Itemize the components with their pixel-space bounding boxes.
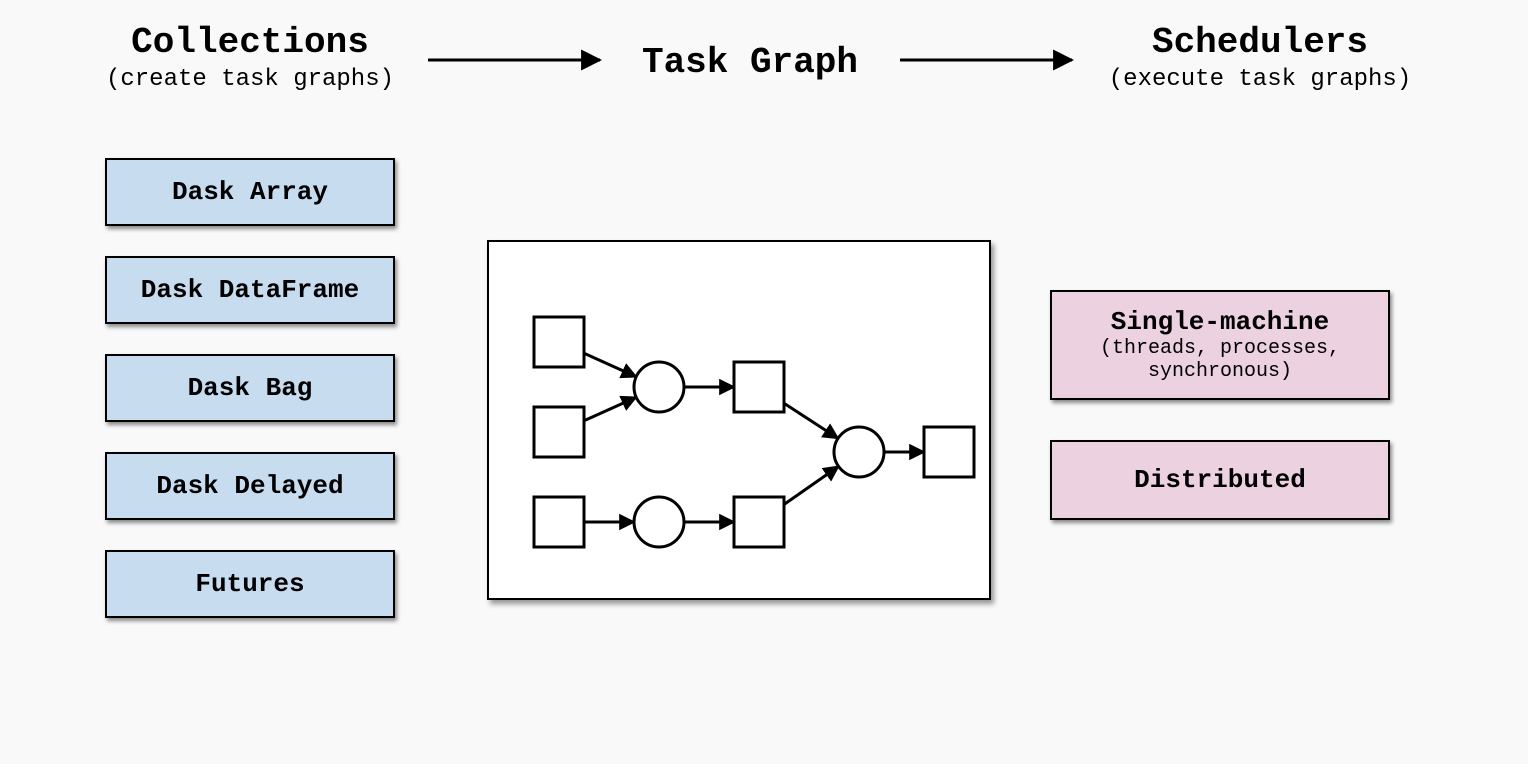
graph-node-square: [924, 427, 974, 477]
collections-box-label: Dask Delayed: [156, 471, 343, 501]
collections-box-label: Dask Array: [172, 177, 328, 207]
collections-box: Dask DataFrame: [105, 256, 395, 324]
scheduler-box-sub: synchronous): [1148, 360, 1292, 383]
task-graph-frame: [487, 240, 991, 600]
graph-edge: [584, 397, 636, 420]
collections-box-label: Dask DataFrame: [141, 275, 359, 305]
header-arrows: [0, 0, 1528, 120]
collections-box: Dask Delayed: [105, 452, 395, 520]
scheduler-box: Single-machine(threads, processes,synchr…: [1050, 290, 1390, 400]
graph-node-square: [534, 407, 584, 457]
collections-box: Dask Bag: [105, 354, 395, 422]
collections-box: Futures: [105, 550, 395, 618]
collections-box: Dask Array: [105, 158, 395, 226]
graph-edge: [784, 403, 838, 438]
graph-edge: [784, 466, 839, 504]
task-graph-svg: [489, 242, 993, 602]
collections-box-label: Futures: [195, 569, 304, 599]
scheduler-box-label: Distributed: [1134, 465, 1306, 495]
graph-node-square: [534, 497, 584, 547]
graph-node-circle: [634, 497, 684, 547]
graph-node-square: [734, 362, 784, 412]
graph-node-circle: [834, 427, 884, 477]
scheduler-box-sub: (threads, processes,: [1100, 337, 1340, 360]
graph-node-square: [534, 317, 584, 367]
scheduler-box-label: Single-machine: [1111, 307, 1329, 337]
scheduler-box: Distributed: [1050, 440, 1390, 520]
graph-edge: [584, 353, 636, 376]
graph-node-square: [734, 497, 784, 547]
collections-box-label: Dask Bag: [188, 373, 313, 403]
graph-node-circle: [634, 362, 684, 412]
